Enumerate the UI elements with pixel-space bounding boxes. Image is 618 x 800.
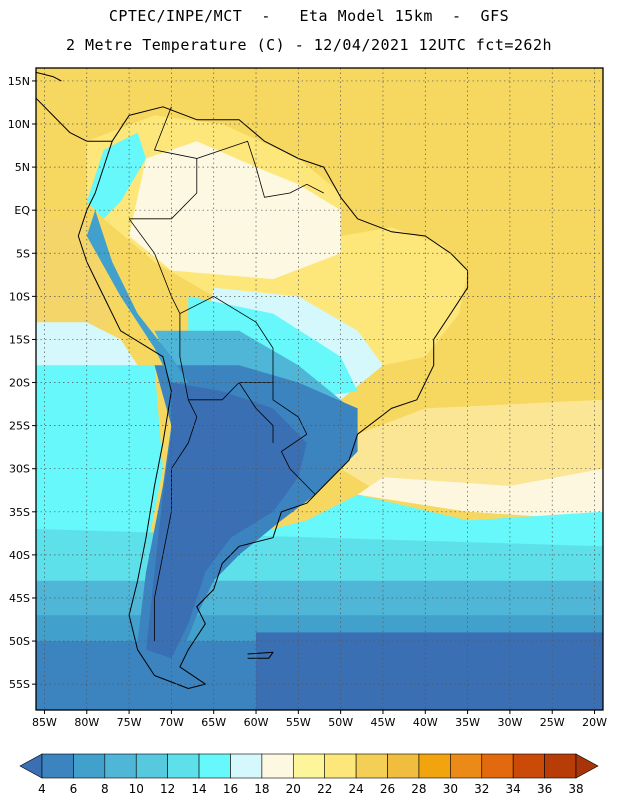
colorbar-right-arrow (575, 753, 599, 779)
colorbar-label: 6 (70, 782, 78, 796)
lat-tick-label: 25S (9, 420, 30, 433)
colorbar-label: 34 (506, 782, 521, 796)
lat-tick-label: 50S (9, 635, 30, 648)
colorbar-label: 16 (223, 782, 238, 796)
country-border (128, 218, 274, 383)
colorbar-label: 24 (348, 782, 363, 796)
country-border (129, 106, 198, 220)
colorbar-box (355, 753, 388, 779)
lon-tick-label: 60W (244, 716, 269, 729)
lat-tick-label: 35S (9, 506, 30, 519)
coastlines-and-borders (36, 71, 469, 689)
chart-title-line-1: CPTEC/INPE/MCT - Eta Model 15km - GFS (108, 7, 510, 25)
lat-tick-label: 30S (9, 463, 30, 476)
longitude-ticks: 85W 80W 75W 70W 65W 60W 55W 50W 45W 40W 35W 30W 25W 2… (32, 710, 607, 729)
colorbar-label: 12 (160, 782, 175, 796)
latitude-ticks: 15N 10N 5N EQ 5S 10S 15S 20S 25S 30S 35S 40S 45S 50S 5… (8, 75, 36, 691)
colorbar-box (418, 753, 451, 779)
region-land-south-6 (146, 382, 307, 659)
colorbar-label: 14 (191, 782, 206, 796)
colorbar-box (292, 753, 326, 779)
colorbar-label: 32 (474, 782, 489, 796)
lon-tick-label: 70W (159, 716, 184, 729)
colorbar-label: 20 (286, 782, 301, 796)
colorbar-label: 26 (380, 782, 395, 796)
colorbar-box (104, 753, 137, 779)
lon-tick-label: 50W (328, 716, 353, 729)
colorbar-label: 8 (101, 782, 109, 796)
country-border (179, 313, 316, 495)
lon-tick-label: 65W (201, 716, 226, 729)
colorbar-box (73, 753, 106, 779)
lon-tick-label: 55W (286, 716, 311, 729)
chart-title-line-2: 2 Metre Temperature (C) - 12/04/2021 12U… (65, 36, 553, 54)
region-ocean-north-warm (36, 68, 603, 443)
plot-frame (35, 67, 604, 711)
colorbar-label: 10 (129, 782, 144, 796)
colorbar-box (481, 753, 514, 779)
lon-tick-label: 45W (371, 716, 396, 729)
region-ocean-atlantic-light (357, 468, 603, 521)
lat-tick-label: 15S (9, 333, 30, 346)
lat-tick-label: 5S (16, 247, 30, 260)
colorbar-box (450, 753, 483, 779)
coastline (36, 71, 62, 82)
lon-tick-label: 80W (74, 716, 99, 729)
colorbar-left-arrow (19, 753, 43, 779)
colorbar-box (41, 753, 74, 779)
country-border (154, 399, 198, 642)
colorbar-box (230, 753, 263, 779)
colorbar-box (135, 753, 168, 779)
colorbar-label: 22 (317, 782, 332, 796)
region-andes-north-cold (86, 132, 146, 219)
country-border (238, 382, 274, 443)
colorbar-label: 18 (254, 782, 269, 796)
lat-tick-label: 55S (9, 678, 30, 691)
lon-tick-label: 75W (117, 716, 142, 729)
colorbar-box (167, 753, 200, 779)
region-ocean-south-6 (256, 632, 603, 710)
colorbar: 4 6 8 10 12 14 16 18 20 22 24 26 28 30 32 34 36 38 (19, 753, 599, 796)
colorbar-box (544, 753, 577, 779)
lat-tick-label: 15N (8, 75, 30, 88)
lon-tick-label: 30W (497, 716, 522, 729)
colorbar-label: 28 (411, 782, 426, 796)
colorbar-box (198, 753, 231, 779)
coastline (247, 651, 274, 659)
lat-tick-label: EQ (14, 204, 30, 217)
colorbar-box (324, 753, 357, 779)
lon-tick-label: 35W (455, 716, 480, 729)
colorbar-label: 30 (443, 782, 458, 796)
lon-tick-label: 20W (582, 716, 607, 729)
lat-tick-label: 45S (9, 592, 30, 605)
colorbar-label: 36 (537, 782, 552, 796)
coastline (77, 106, 469, 689)
colorbar-box (261, 753, 294, 779)
lat-tick-label: 5N (15, 161, 30, 174)
colorbar-box (387, 753, 420, 779)
graticule (36, 68, 603, 710)
lat-tick-label: 40S (9, 549, 30, 562)
temperature-field (36, 68, 603, 710)
region-andes-cold (86, 210, 189, 383)
lon-tick-label: 40W (413, 716, 438, 729)
colorbar-label: 4 (38, 782, 46, 796)
lon-tick-label: 85W (32, 716, 57, 729)
region-ocean-pacific-warm (36, 218, 113, 349)
lon-tick-label: 25W (540, 716, 565, 729)
coastline (36, 97, 113, 142)
lat-tick-label: 10S (9, 290, 30, 303)
country-border (196, 140, 324, 198)
lat-tick-label: 20S (9, 377, 30, 390)
lat-tick-label: 10N (8, 118, 30, 131)
colorbar-label: 38 (568, 782, 583, 796)
colorbar-box (512, 753, 545, 779)
